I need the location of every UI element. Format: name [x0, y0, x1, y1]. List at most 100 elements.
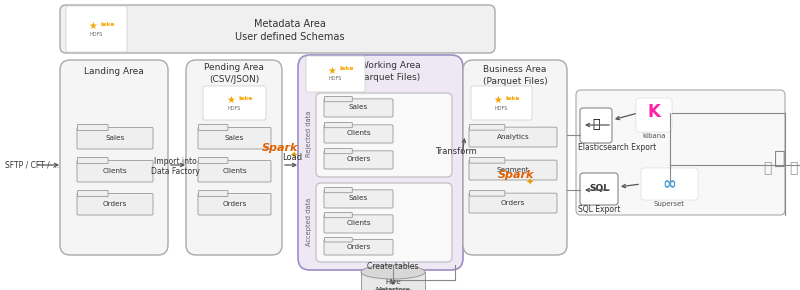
Text: 👤: 👤 [774, 148, 786, 168]
Text: Sales: Sales [225, 135, 244, 141]
Text: Sales: Sales [349, 195, 368, 202]
FancyBboxPatch shape [469, 160, 557, 180]
Text: ★: ★ [327, 66, 336, 76]
Text: (CSV/JSON): (CSV/JSON) [209, 75, 259, 84]
Text: Spark: Spark [262, 143, 298, 153]
Text: Sales: Sales [349, 104, 368, 110]
Text: Analytics: Analytics [497, 134, 530, 139]
Text: Hive
Metastore: Hive Metastore [375, 280, 410, 290]
Text: HDFS: HDFS [228, 106, 241, 110]
FancyBboxPatch shape [324, 99, 393, 117]
FancyBboxPatch shape [77, 160, 153, 182]
FancyBboxPatch shape [186, 60, 282, 255]
Text: lake: lake [506, 95, 520, 101]
Text: HDFS: HDFS [90, 32, 103, 37]
FancyBboxPatch shape [198, 160, 271, 182]
FancyBboxPatch shape [471, 86, 532, 120]
Text: Business Area: Business Area [483, 66, 546, 75]
FancyBboxPatch shape [78, 157, 108, 164]
Text: SFTP / CFT / ...: SFTP / CFT / ... [5, 160, 59, 169]
FancyBboxPatch shape [78, 191, 108, 197]
Text: Load: Load [282, 153, 302, 162]
Text: Orders: Orders [501, 200, 525, 206]
Text: Orders: Orders [103, 201, 127, 207]
FancyBboxPatch shape [316, 183, 452, 262]
FancyBboxPatch shape [469, 193, 557, 213]
Text: Transform: Transform [435, 148, 477, 157]
Text: Data Factory: Data Factory [150, 168, 199, 177]
FancyBboxPatch shape [306, 56, 365, 92]
FancyBboxPatch shape [636, 98, 672, 132]
Text: Clients: Clients [346, 130, 371, 137]
FancyBboxPatch shape [60, 5, 495, 53]
FancyBboxPatch shape [324, 125, 393, 143]
Text: 👤: 👤 [763, 161, 771, 175]
Text: Orders: Orders [222, 201, 246, 207]
Text: Parquet Files): Parquet Files) [359, 72, 421, 81]
Text: Import into: Import into [154, 157, 196, 166]
FancyBboxPatch shape [198, 193, 271, 215]
Ellipse shape [361, 289, 425, 290]
Text: SQL: SQL [589, 184, 609, 193]
FancyBboxPatch shape [580, 173, 618, 205]
Text: SQL Export: SQL Export [578, 204, 620, 213]
FancyBboxPatch shape [66, 6, 127, 52]
FancyBboxPatch shape [198, 157, 228, 164]
FancyBboxPatch shape [324, 215, 393, 233]
FancyBboxPatch shape [470, 191, 505, 196]
Ellipse shape [361, 265, 425, 279]
Text: HDFS: HDFS [329, 77, 342, 81]
Text: lake: lake [238, 95, 253, 101]
FancyBboxPatch shape [325, 213, 352, 218]
FancyBboxPatch shape [325, 148, 352, 154]
Text: 🔍: 🔍 [592, 119, 600, 131]
Text: Rejected data: Rejected data [306, 111, 312, 157]
Text: kibana: kibana [642, 133, 666, 139]
Text: lake: lake [339, 66, 354, 72]
FancyBboxPatch shape [580, 108, 612, 143]
FancyBboxPatch shape [77, 127, 153, 149]
Text: ∞: ∞ [662, 175, 676, 193]
FancyBboxPatch shape [324, 240, 393, 255]
Text: Spark: Spark [498, 170, 534, 180]
FancyBboxPatch shape [324, 190, 393, 208]
FancyBboxPatch shape [198, 124, 228, 130]
FancyBboxPatch shape [298, 55, 463, 270]
Text: Metadata Area: Metadata Area [254, 19, 326, 29]
FancyBboxPatch shape [316, 93, 452, 177]
Text: Working Area: Working Area [360, 61, 420, 70]
FancyBboxPatch shape [203, 86, 266, 120]
FancyBboxPatch shape [325, 122, 352, 128]
FancyBboxPatch shape [198, 127, 271, 149]
FancyBboxPatch shape [77, 193, 153, 215]
FancyBboxPatch shape [325, 238, 352, 242]
FancyBboxPatch shape [60, 60, 168, 255]
FancyBboxPatch shape [325, 188, 352, 193]
Text: ✦: ✦ [290, 151, 298, 161]
Text: Create tables: Create tables [367, 262, 418, 271]
Text: 👤: 👤 [789, 161, 797, 175]
FancyBboxPatch shape [470, 157, 505, 163]
Text: Clients: Clients [222, 168, 247, 174]
Text: Orders: Orders [346, 156, 370, 162]
FancyBboxPatch shape [470, 124, 505, 130]
Text: Accepted data: Accepted data [306, 198, 312, 246]
Text: Landing Area: Landing Area [84, 68, 144, 77]
FancyBboxPatch shape [325, 97, 352, 102]
Text: HDFS: HDFS [495, 106, 508, 110]
Polygon shape [361, 272, 425, 290]
FancyBboxPatch shape [324, 151, 393, 169]
Text: Pending Area: Pending Area [204, 64, 264, 72]
Text: ✦: ✦ [526, 178, 534, 188]
FancyBboxPatch shape [463, 60, 567, 255]
Text: Sales: Sales [106, 135, 125, 141]
Text: Clients: Clients [346, 220, 371, 226]
Text: Segment: Segment [497, 166, 530, 173]
Text: Superset: Superset [654, 201, 685, 207]
Text: Clients: Clients [102, 168, 127, 174]
Text: (Parquet Files): (Parquet Files) [482, 77, 547, 86]
Text: Orders: Orders [346, 244, 370, 250]
Text: ★: ★ [88, 21, 97, 31]
FancyBboxPatch shape [78, 124, 108, 130]
Text: K: K [647, 103, 661, 121]
